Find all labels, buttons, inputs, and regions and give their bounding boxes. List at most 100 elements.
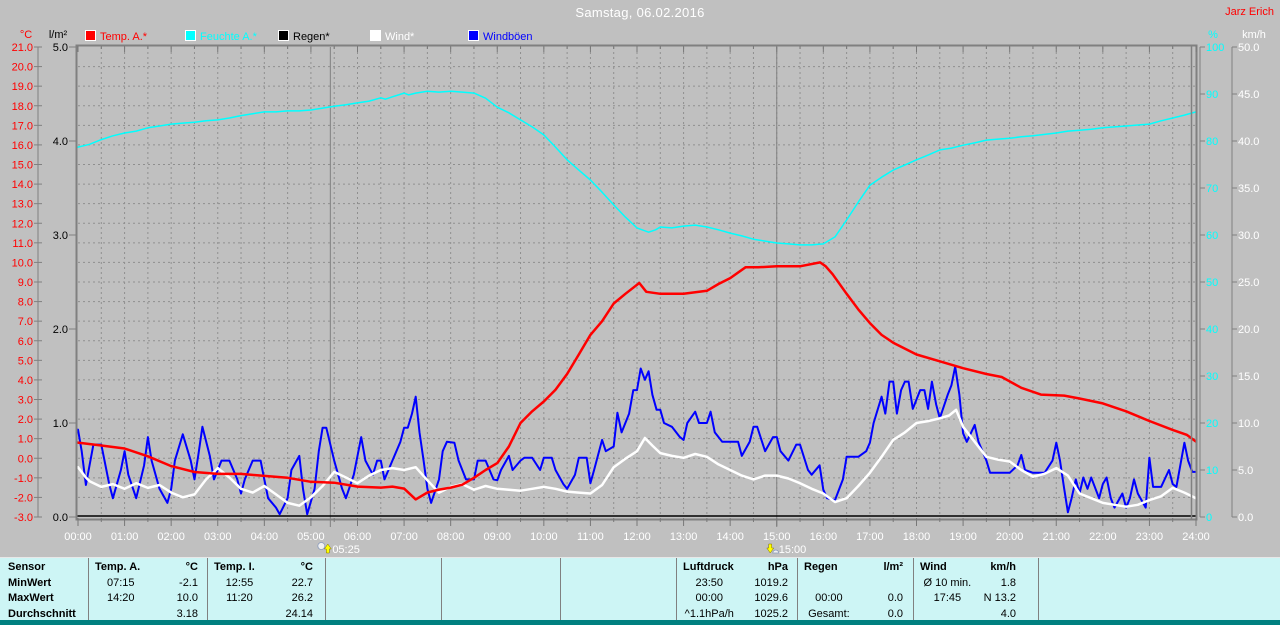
temp-axis-label: 3.0 xyxy=(18,395,33,407)
x-axis-label: 05:00 xyxy=(297,531,325,543)
column-unit xyxy=(631,560,676,575)
cell-time: 11:20 xyxy=(226,592,253,604)
table-column-header: Wind km/h xyxy=(913,560,1038,575)
rain-axis-label: 5.0 xyxy=(53,42,68,54)
cell-value xyxy=(624,576,676,591)
table-row-label: Sensor xyxy=(8,561,46,573)
column-name: Temp. I. xyxy=(214,561,255,573)
legend-swatch xyxy=(278,30,289,41)
moonset-time-label: 15:00 xyxy=(779,544,807,556)
rain-axis-label: 4.0 xyxy=(53,136,68,148)
temp-axis-label: 11.0 xyxy=(12,238,33,250)
temp-axis-label: 0.0 xyxy=(18,453,33,465)
cell-value xyxy=(624,591,676,606)
table-column-header xyxy=(441,560,560,575)
humidity-axis-label: 0 xyxy=(1206,512,1212,524)
x-axis-label: 07:00 xyxy=(390,531,418,543)
statistics-table: Sensor MinWert MaxWert Durchschnitt Temp. A.… xyxy=(0,557,1280,621)
table-cell: ^1.1hPa/h 1025.2 xyxy=(676,607,797,622)
series-temp-a- xyxy=(76,261,1198,501)
cell-time xyxy=(560,576,624,591)
cell-time: Gesamt: xyxy=(808,607,850,620)
humidity-axis-label: 10 xyxy=(1206,465,1218,477)
column-name: Temp. A. xyxy=(95,561,141,573)
wind-axis-label: 10.0 xyxy=(1238,418,1259,430)
temp-axis-label: -1.0 xyxy=(14,473,33,485)
humidity-axis-unit: % xyxy=(1208,29,1218,41)
table-cell xyxy=(325,591,441,606)
table-cell xyxy=(441,576,560,591)
cell-time: 23:50 xyxy=(695,576,724,589)
temp-axis-label: 16.0 xyxy=(12,140,33,152)
humidity-axis-label: 70 xyxy=(1206,183,1218,195)
table-cell: 12:55 22.7 xyxy=(207,576,325,591)
table-cell: 14:20 10.0 xyxy=(88,591,207,606)
x-axis-label: 23:00 xyxy=(1136,531,1164,543)
table-column-header: Temp. I. °C xyxy=(207,560,325,575)
table-cell xyxy=(560,591,676,606)
column-name: Regen xyxy=(804,561,838,573)
table-cell: Gesamt: 0.0 xyxy=(797,607,913,622)
temp-axis-label: 6.0 xyxy=(18,336,33,348)
humidity-axis-label: 20 xyxy=(1206,418,1218,430)
temp-axis-label: 21.0 xyxy=(12,42,33,54)
x-axis-label: 22:00 xyxy=(1089,531,1117,543)
x-axis-label: 08:00 xyxy=(437,531,465,543)
column-unit xyxy=(396,560,441,575)
moonrise-icon xyxy=(323,543,332,554)
cell-value: 1019.2 xyxy=(754,576,788,589)
column-name xyxy=(441,560,513,575)
table-column-header xyxy=(325,560,441,575)
cell-value: 0.0 xyxy=(887,607,903,620)
rain-axis-label: 3.0 xyxy=(53,230,68,242)
legend-label: Regen* xyxy=(293,31,330,43)
cell-time xyxy=(325,591,389,606)
temp-axis-unit: °C xyxy=(19,29,33,41)
humidity-axis-label: 60 xyxy=(1206,230,1218,242)
x-axis-label: 18:00 xyxy=(903,531,931,543)
cell-time: ^1.1hPa/h xyxy=(684,607,734,620)
table-cell xyxy=(560,576,676,591)
table-column-separator xyxy=(797,558,798,621)
temp-axis-label: 9.0 xyxy=(18,277,33,289)
temp-axis-label: 7.0 xyxy=(18,316,33,328)
legend-swatch xyxy=(185,30,196,41)
moonrise-time-label: 05:25 xyxy=(332,544,360,556)
x-axis-label: 03:00 xyxy=(204,531,232,543)
cell-time xyxy=(441,576,506,591)
legend-label: Windböen xyxy=(483,31,533,43)
x-axis-label: 11:00 xyxy=(577,531,604,543)
series-wind xyxy=(76,408,1198,508)
cell-value: 1025.2 xyxy=(754,607,788,620)
page-title: Samstag, 06.02.2016 xyxy=(575,5,705,20)
column-name: Wind xyxy=(920,561,947,573)
humidity-axis-label: 100 xyxy=(1206,42,1224,54)
humidity-axis-label: 90 xyxy=(1206,89,1218,101)
humidity-axis-label: 40 xyxy=(1206,324,1218,336)
table-cell: Ø 10 min. 1.8 xyxy=(913,576,1038,591)
legend-label: Wind* xyxy=(385,31,415,43)
table-column-separator xyxy=(1038,558,1039,621)
x-axis-label: 00:00 xyxy=(64,531,92,543)
cell-time: 14:20 xyxy=(106,592,135,604)
temp-axis-label: 1.0 xyxy=(18,434,33,446)
table-column-separator xyxy=(913,558,914,621)
wind-axis-label: 5.0 xyxy=(1238,465,1253,477)
series-feuchte-a- xyxy=(77,90,1197,246)
table-column-separator xyxy=(325,558,326,621)
temp-axis-label: -2.0 xyxy=(14,492,33,504)
x-axis-label: 01:00 xyxy=(111,531,139,543)
temp-axis-label: 18.0 xyxy=(12,101,33,113)
rain-axis-label: 1.0 xyxy=(53,418,68,430)
table-column-separator xyxy=(207,558,208,621)
cell-value xyxy=(389,576,441,591)
temp-axis-label: 15.0 xyxy=(12,160,33,172)
cell-value xyxy=(861,576,913,591)
table-cell xyxy=(441,591,560,606)
table-cell: 4.0 xyxy=(913,607,1038,622)
humidity-axis-label: 50 xyxy=(1206,277,1218,289)
cell-value: -2.1 xyxy=(179,576,198,589)
column-name xyxy=(325,560,396,575)
table-column-header: Temp. A. °C xyxy=(88,560,207,575)
